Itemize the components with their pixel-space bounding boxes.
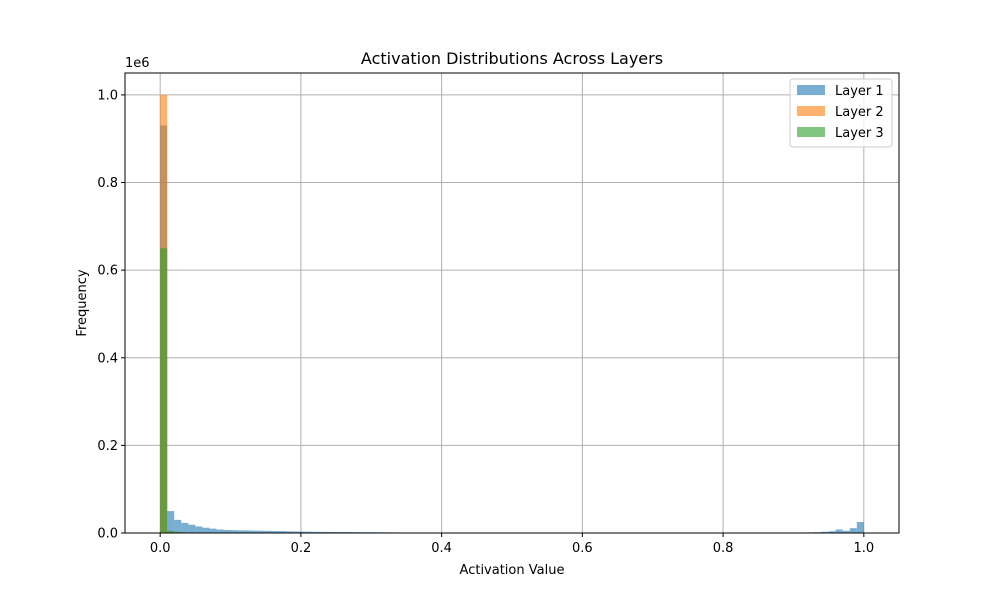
histogram-bar-layer-1 — [821, 531, 829, 533]
histogram-bar-layer-1 — [293, 531, 301, 533]
axis-ticks: 0.0 0.2 0.4 0.6 0.8 1.0 0.0 0.2 0.4 0.6 0.8 1.0 — [97, 88, 874, 556]
histogram-bar-layer-1 — [244, 530, 252, 533]
legend-swatch-layer-3 — [797, 127, 825, 137]
histogram-bar-layer-1 — [188, 524, 196, 533]
histogram-bar-layer-1 — [265, 530, 273, 533]
legend-label-layer-3: Layer 3 — [835, 126, 884, 141]
histogram-bar-layer-1 — [223, 529, 231, 533]
histogram-bar-layer-1 — [202, 527, 210, 533]
histogram-bar-layer-1 — [842, 530, 850, 533]
histogram-bar-layer-1 — [230, 530, 238, 533]
histogram-bar-layer-1 — [322, 531, 330, 533]
histogram-bar-layer-1 — [272, 531, 280, 533]
histogram-bars — [160, 94, 864, 534]
y-tick-label: 0.0 — [97, 527, 118, 542]
y-tick-label: 0.6 — [97, 264, 118, 279]
histogram-bar-layer-1 — [828, 531, 836, 533]
histogram-bar-layer-3 — [174, 531, 182, 533]
x-axis-label: Activation Value — [460, 563, 565, 578]
x-tick-label: 0.2 — [291, 541, 312, 556]
legend-swatch-layer-1 — [797, 85, 825, 95]
y-axis-label: Frequency — [75, 269, 90, 336]
histogram-bar-layer-1 — [167, 511, 175, 533]
legend: Layer 1 Layer 2 Layer 3 — [789, 78, 893, 148]
x-tick-label: 0.0 — [150, 541, 171, 556]
histogram-bar-layer-3 — [160, 248, 168, 533]
histogram-bar-layer-1 — [300, 531, 308, 533]
histogram-bar-layer-1 — [174, 519, 182, 533]
histogram-bar-layer-1 — [195, 526, 203, 533]
x-tick-label: 1.0 — [853, 541, 874, 556]
legend-label-layer-2: Layer 2 — [835, 105, 884, 120]
chart-title: Activation Distributions Across Layers — [361, 49, 663, 68]
y-tick-label: 0.8 — [97, 176, 118, 191]
histogram-bar-layer-1 — [856, 522, 864, 533]
legend-label-layer-1: Layer 1 — [835, 84, 884, 99]
histogram-bar-layer-1 — [286, 531, 294, 533]
histogram-bar-layer-1 — [849, 528, 857, 533]
histogram-bar-layer-1 — [329, 531, 337, 533]
y-tick-label: 0.2 — [97, 439, 118, 454]
plot-area — [125, 73, 899, 533]
histogram-bar-layer-1 — [216, 529, 224, 533]
histogram-bar-layer-1 — [314, 531, 323, 533]
x-tick-label: 0.4 — [431, 541, 452, 556]
histogram-bar-layer-1 — [251, 530, 259, 533]
x-tick-label: 0.6 — [572, 541, 593, 556]
histogram-bar-layer-1 — [279, 531, 287, 533]
legend-swatch-layer-2 — [797, 106, 825, 116]
y-scale-label: 1e6 — [125, 56, 150, 71]
plot-frame — [124, 72, 900, 534]
y-tick-label: 1.0 — [97, 88, 118, 103]
histogram-bar-layer-1 — [181, 522, 189, 533]
histogram-bar-layer-1 — [307, 531, 315, 533]
histogram-bar-layer-1 — [237, 530, 245, 533]
histogram-bar-layer-3 — [167, 530, 175, 533]
y-tick-label: 0.4 — [97, 351, 118, 366]
histogram-bar-layer-1 — [835, 529, 843, 533]
histogram-bar-layer-1 — [258, 530, 266, 533]
x-tick-label: 0.8 — [713, 541, 734, 556]
histogram-bar-layer-1 — [209, 528, 217, 533]
